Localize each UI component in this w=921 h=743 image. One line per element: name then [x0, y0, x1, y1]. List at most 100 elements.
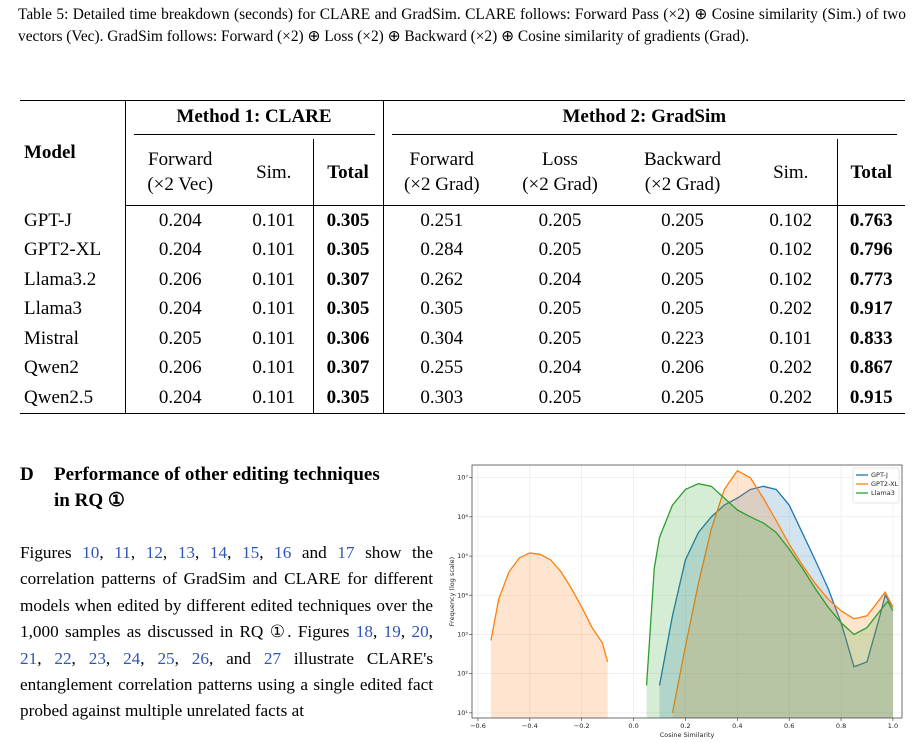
- table-row: Llama3 0.204 0.101 0.305 0.305 0.205 0.205 0.20…: [20, 294, 906, 324]
- plot-frame: [471, 464, 903, 719]
- x-tick-label: 0.0: [628, 722, 638, 730]
- figure-ref[interactable]: 25: [157, 648, 175, 668]
- table-cell: 0.204: [124, 294, 235, 324]
- section-number: D: [20, 464, 34, 485]
- table-cell: 0.204: [538, 268, 582, 290]
- table-cell: 0.101: [252, 268, 296, 290]
- figure-ref[interactable]: 16: [274, 543, 292, 562]
- text: ,: [140, 648, 158, 668]
- x-axis-label: Cosine Similarity: [660, 731, 715, 739]
- figure-ref[interactable]: 26: [191, 648, 209, 668]
- text: ,: [428, 622, 433, 642]
- table-cell: Qwen2: [24, 357, 79, 379]
- series-line: [645, 483, 894, 686]
- x-tick-label: −0.2: [574, 722, 590, 730]
- figure-ref[interactable]: 21: [20, 648, 38, 668]
- table-cell: 0.102: [769, 209, 813, 231]
- table-cell: 0.205: [124, 324, 235, 354]
- subheader-cell: Loss (×2 Grad): [500, 139, 620, 206]
- table-row: Mistral 0.205 0.101 0.306 0.304 0.205 0.223 0.1…: [20, 324, 906, 354]
- table-cell: 0.101: [252, 209, 296, 231]
- area-fill: [490, 470, 893, 718]
- figure-ref[interactable]: 27: [263, 648, 282, 668]
- table-cell: 0.206: [124, 265, 235, 295]
- series-line: [658, 485, 894, 686]
- legend-box: [852, 467, 900, 504]
- figure-ref[interactable]: 10: [82, 543, 100, 562]
- table-cell: 0.305: [382, 294, 500, 324]
- timing-table: Model Method 1: CLARE Method 2: GradSim For…: [20, 100, 906, 414]
- figure-ref[interactable]: 15: [242, 543, 260, 562]
- table-cell: 0.205: [538, 386, 582, 408]
- y-tick-label: 10⁷: [457, 474, 468, 482]
- table-cell: 0.204: [538, 357, 582, 379]
- table-cell: 0.204: [124, 205, 235, 236]
- header-group: Method 2: GradSim: [382, 100, 906, 139]
- figure-ref[interactable]: 12: [145, 543, 163, 562]
- table-row: Llama3.2 0.206 0.101 0.307 0.262 0.204 0.205 0.…: [20, 265, 906, 295]
- figure-ref[interactable]: 17: [337, 543, 355, 562]
- text: ,: [130, 543, 146, 562]
- legend-label: GPT-J: [871, 471, 888, 479]
- table-cell: 0.763: [836, 205, 906, 236]
- text: , and: [208, 648, 264, 668]
- table-cell: 0.206: [661, 357, 704, 379]
- text: ,: [105, 648, 124, 668]
- text: ,: [174, 648, 192, 668]
- table-cell: 0.101: [769, 327, 813, 349]
- table-row: GPT2-XL 0.204 0.101 0.305 0.284 0.205 0.205 0.1…: [20, 235, 906, 265]
- table-cell: 0.773: [836, 265, 906, 295]
- x-tick-label: 0.2: [680, 722, 690, 730]
- table-cell: 0.915: [836, 383, 906, 413]
- table-cell: 0.223: [661, 327, 704, 349]
- table-cell: 0.205: [661, 239, 704, 261]
- x-tick-label: 0.4: [732, 722, 742, 730]
- section-title: Performance of other editing techniques …: [54, 464, 380, 511]
- x-tick-label: −0.4: [522, 722, 538, 730]
- table-cell: 0.251: [382, 205, 500, 236]
- table-cell: 0.917: [836, 294, 906, 324]
- legend-label: Llama3: [871, 489, 895, 497]
- y-tick-label: 10³: [457, 630, 468, 638]
- text: ,: [195, 543, 210, 562]
- table-cell: 0.205: [538, 239, 582, 261]
- table-cell: GPT2-XL: [24, 239, 102, 261]
- table-cell: 0.262: [382, 265, 500, 295]
- text: ,: [37, 648, 55, 668]
- table-cell: 0.307: [312, 265, 383, 295]
- figure-ref[interactable]: 14: [209, 543, 228, 562]
- table-cell: 0.305: [312, 205, 383, 236]
- text: ,: [372, 622, 384, 642]
- figure-ref[interactable]: 18: [355, 622, 373, 642]
- table-cell: 0.101: [252, 386, 296, 408]
- text: Figures: [20, 543, 83, 562]
- table-cell: Llama3: [24, 298, 83, 320]
- table-caption: Table 5: Detailed time breakdown (second…: [18, 6, 906, 45]
- table-cell: 0.101: [252, 298, 296, 320]
- figure-ref[interactable]: 13: [177, 543, 196, 562]
- chart: −0.6 −0.4 −0.2 0.0 0.2 0.4 0.6 0.8 1.0 10¹ 10² 10³ 1…: [448, 464, 903, 739]
- figure-ref[interactable]: 22: [54, 648, 72, 668]
- figure-ref[interactable]: 19: [383, 622, 401, 642]
- text: illustrate CLARE's entanglement correlat…: [20, 648, 433, 721]
- x-tick-label: 0.8: [836, 722, 846, 730]
- text: ,: [71, 648, 89, 668]
- table-cell: 0.255: [382, 353, 500, 383]
- table-cell: 0.205: [661, 268, 704, 290]
- table-cell: 0.206: [124, 353, 235, 383]
- table-cell: 0.202: [769, 357, 813, 379]
- table-cell: Mistral: [24, 327, 79, 349]
- table-cell: 0.204: [124, 235, 235, 265]
- table-cell: 0.101: [252, 357, 296, 379]
- subheader-cell: Forward (×2 Grad): [382, 139, 500, 206]
- figure-ref[interactable]: 20: [411, 622, 429, 642]
- figure-ref[interactable]: 24: [123, 648, 141, 668]
- subheader-cell: Sim.: [745, 139, 837, 206]
- table-row: Qwen2 0.206 0.101 0.307 0.255 0.204 0.206 0.202…: [20, 353, 906, 383]
- figure-ref[interactable]: 23: [88, 648, 106, 668]
- header-row: Model Method 1: CLARE Method 2: GradSim: [20, 100, 906, 163]
- paragraph: Figures 10, 11, 12, 13, 14, 15, 16 and 1…: [20, 540, 433, 743]
- table-row: GPT-J 0.204 0.101 0.305 0.251 0.205 0.205 0.102…: [20, 205, 906, 236]
- figure-ref[interactable]: 11: [114, 543, 131, 562]
- subheader-cell: Forward (×2 Vec): [124, 139, 235, 206]
